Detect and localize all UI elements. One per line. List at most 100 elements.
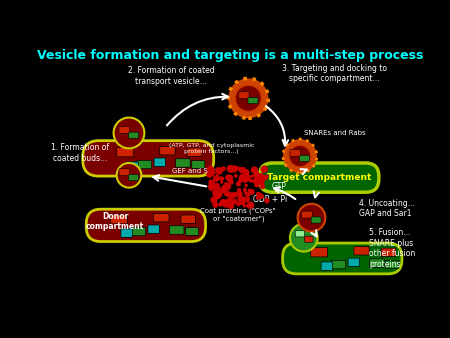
Circle shape bbox=[256, 196, 260, 200]
Circle shape bbox=[236, 181, 241, 187]
Text: 1. Formation of
coated buds...: 1. Formation of coated buds... bbox=[51, 143, 109, 163]
FancyBboxPatch shape bbox=[302, 211, 312, 218]
Circle shape bbox=[256, 192, 261, 197]
FancyBboxPatch shape bbox=[148, 225, 159, 234]
Circle shape bbox=[227, 165, 234, 172]
Circle shape bbox=[230, 165, 238, 173]
Circle shape bbox=[223, 202, 229, 208]
FancyBboxPatch shape bbox=[119, 126, 130, 134]
FancyBboxPatch shape bbox=[311, 217, 321, 223]
Circle shape bbox=[220, 176, 224, 181]
Circle shape bbox=[227, 193, 233, 198]
Circle shape bbox=[238, 167, 245, 173]
Circle shape bbox=[248, 188, 252, 192]
Circle shape bbox=[213, 195, 218, 200]
Text: 5. Fusion...
SNARE plus
other fusion
proteins: 5. Fusion... SNARE plus other fusion pro… bbox=[369, 228, 415, 269]
FancyBboxPatch shape bbox=[348, 258, 360, 267]
Circle shape bbox=[257, 179, 261, 183]
Circle shape bbox=[225, 183, 231, 189]
FancyBboxPatch shape bbox=[176, 159, 190, 167]
Circle shape bbox=[242, 169, 246, 172]
Circle shape bbox=[226, 174, 233, 182]
Circle shape bbox=[232, 199, 238, 204]
FancyBboxPatch shape bbox=[369, 259, 384, 267]
Circle shape bbox=[254, 182, 260, 188]
Circle shape bbox=[265, 174, 269, 178]
Circle shape bbox=[244, 169, 249, 175]
Circle shape bbox=[212, 202, 218, 208]
FancyBboxPatch shape bbox=[260, 163, 379, 192]
Circle shape bbox=[254, 169, 259, 174]
FancyBboxPatch shape bbox=[295, 231, 305, 237]
FancyBboxPatch shape bbox=[283, 243, 402, 274]
Circle shape bbox=[242, 198, 246, 202]
FancyBboxPatch shape bbox=[121, 229, 132, 237]
FancyBboxPatch shape bbox=[354, 246, 369, 255]
FancyBboxPatch shape bbox=[131, 227, 145, 236]
Circle shape bbox=[117, 163, 141, 188]
Circle shape bbox=[256, 192, 260, 196]
Circle shape bbox=[208, 179, 212, 183]
Circle shape bbox=[224, 199, 230, 206]
FancyBboxPatch shape bbox=[86, 209, 206, 242]
Circle shape bbox=[260, 179, 264, 184]
Circle shape bbox=[289, 145, 310, 167]
FancyBboxPatch shape bbox=[154, 158, 166, 166]
FancyBboxPatch shape bbox=[192, 161, 205, 168]
Circle shape bbox=[221, 185, 226, 189]
Circle shape bbox=[225, 174, 231, 180]
Circle shape bbox=[243, 174, 250, 182]
Circle shape bbox=[245, 191, 251, 197]
Circle shape bbox=[247, 201, 254, 209]
Circle shape bbox=[221, 166, 226, 171]
FancyBboxPatch shape bbox=[381, 248, 396, 257]
Circle shape bbox=[223, 188, 227, 191]
Circle shape bbox=[214, 203, 217, 206]
FancyBboxPatch shape bbox=[83, 141, 214, 176]
FancyBboxPatch shape bbox=[117, 148, 134, 157]
Bar bbox=[125, 133, 133, 141]
Bar bbox=[300, 238, 308, 252]
Circle shape bbox=[228, 200, 234, 206]
FancyBboxPatch shape bbox=[290, 149, 301, 156]
Circle shape bbox=[208, 184, 212, 189]
Circle shape bbox=[220, 180, 224, 184]
Circle shape bbox=[224, 182, 227, 185]
Circle shape bbox=[290, 224, 318, 251]
FancyBboxPatch shape bbox=[331, 260, 346, 269]
Circle shape bbox=[249, 189, 255, 195]
Circle shape bbox=[252, 178, 259, 184]
Text: 3. Targeting and docking to
specific compartment...: 3. Targeting and docking to specific com… bbox=[282, 64, 387, 83]
Circle shape bbox=[244, 192, 247, 195]
Circle shape bbox=[244, 184, 248, 187]
Circle shape bbox=[217, 192, 223, 197]
FancyBboxPatch shape bbox=[127, 162, 139, 170]
Text: SNAREs and Rabs: SNAREs and Rabs bbox=[304, 130, 365, 136]
Circle shape bbox=[217, 169, 223, 174]
Circle shape bbox=[228, 179, 234, 185]
Circle shape bbox=[228, 166, 234, 173]
FancyBboxPatch shape bbox=[305, 236, 313, 242]
Circle shape bbox=[261, 166, 268, 173]
Circle shape bbox=[297, 204, 325, 232]
Circle shape bbox=[212, 185, 217, 190]
Circle shape bbox=[283, 139, 317, 173]
Circle shape bbox=[234, 174, 238, 178]
Text: GTP: GTP bbox=[272, 183, 287, 191]
Circle shape bbox=[218, 176, 223, 180]
Circle shape bbox=[210, 196, 218, 203]
Circle shape bbox=[210, 170, 216, 176]
FancyBboxPatch shape bbox=[129, 174, 139, 181]
Circle shape bbox=[224, 190, 230, 197]
Circle shape bbox=[262, 175, 268, 180]
Circle shape bbox=[261, 195, 264, 199]
Circle shape bbox=[239, 199, 245, 205]
Circle shape bbox=[236, 202, 241, 206]
Circle shape bbox=[253, 170, 258, 174]
Text: Target compartment: Target compartment bbox=[267, 173, 371, 182]
Circle shape bbox=[216, 173, 219, 177]
Circle shape bbox=[240, 167, 246, 173]
Circle shape bbox=[209, 169, 213, 173]
FancyBboxPatch shape bbox=[119, 169, 130, 176]
Circle shape bbox=[209, 172, 214, 177]
